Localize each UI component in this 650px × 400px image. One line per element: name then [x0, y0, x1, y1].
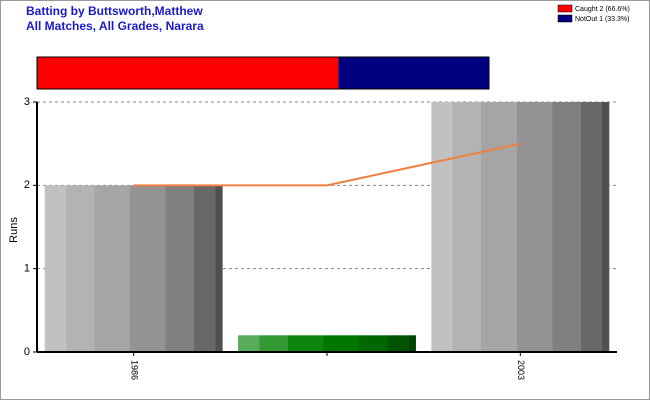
proportion-segment — [37, 57, 339, 89]
y-tick-label: 0 — [24, 346, 30, 358]
x-tick-label: 1986 — [129, 360, 139, 380]
legend-label: NotOut 1 (33.3%) — [575, 16, 629, 23]
y-tick-label: 1 — [24, 263, 30, 275]
chart-title: Batting by Buttsworth,Matthew — [26, 4, 203, 18]
legend-swatch — [557, 14, 573, 23]
legend-label: Caught 2 (66.6%) — [575, 6, 630, 13]
bar-shade — [431, 102, 610, 352]
proportion-segment — [338, 57, 489, 89]
line — [133, 142, 521, 187]
legend-swatch — [557, 4, 573, 13]
proportion-frame — [36, 56, 490, 90]
y-tick-label: 3 — [24, 96, 30, 108]
chart-subtitle: All Matches, All Grades, Narara — [26, 19, 204, 33]
y-axis-label: Runs — [8, 217, 20, 243]
bar-shade — [238, 335, 416, 352]
x-tick-label: 2003 — [516, 360, 526, 380]
bar-shade — [44, 185, 223, 352]
y-tick-label: 2 — [24, 179, 30, 191]
